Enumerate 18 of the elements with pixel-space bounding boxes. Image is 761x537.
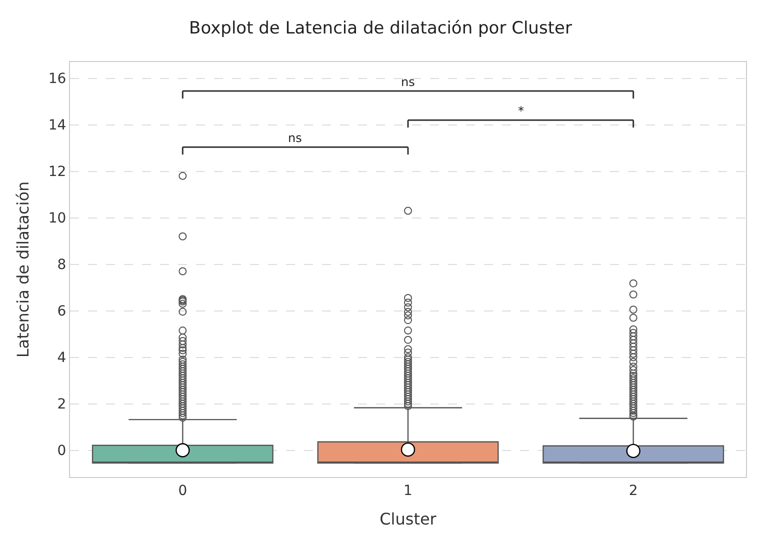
y-tick-label: 10 bbox=[48, 210, 66, 227]
annotation: * bbox=[518, 104, 524, 118]
y-tick-label: 2 bbox=[57, 396, 66, 413]
y-tick-label: 8 bbox=[57, 257, 66, 274]
x-tick-label: 2 bbox=[628, 482, 638, 499]
x-axis-title: Cluster bbox=[380, 510, 437, 528]
y-tick-label: 4 bbox=[57, 350, 66, 366]
chart-title: Boxplot de Latencia de dilatación por Cluster bbox=[189, 18, 572, 38]
y-tick-label: 14 bbox=[48, 118, 66, 134]
y-axis-title: Latencia de dilatación bbox=[13, 181, 32, 358]
y-tick-label: 0 bbox=[57, 443, 66, 460]
annotation: ns bbox=[401, 75, 415, 89]
y-tick-label: 12 bbox=[48, 164, 66, 180]
x-tick-label: 0 bbox=[178, 482, 188, 499]
y-tick-label: 6 bbox=[57, 304, 66, 320]
x-tick-label: 1 bbox=[404, 482, 412, 499]
y-tick-label: 16 bbox=[48, 71, 66, 88]
annotation: ns bbox=[288, 131, 302, 145]
